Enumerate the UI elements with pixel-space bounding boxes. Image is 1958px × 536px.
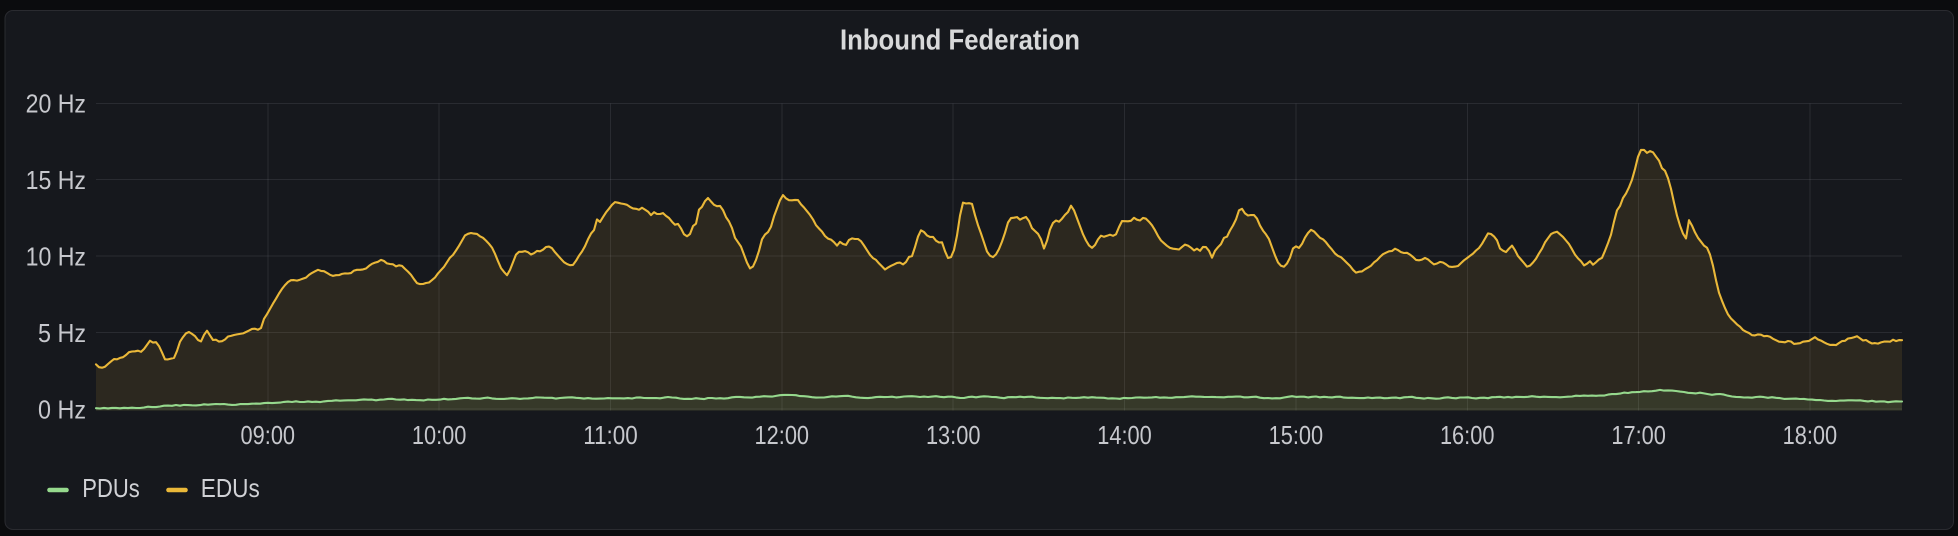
svg-text:15:00: 15:00 bbox=[1269, 420, 1324, 450]
svg-text:EDUs: EDUs bbox=[201, 473, 260, 503]
svg-text:10 Hz: 10 Hz bbox=[26, 241, 86, 271]
svg-text:Inbound Federation: Inbound Federation bbox=[840, 25, 1080, 57]
svg-text:15 Hz: 15 Hz bbox=[26, 165, 86, 195]
svg-text:5 Hz: 5 Hz bbox=[38, 318, 86, 348]
svg-text:13:00: 13:00 bbox=[926, 420, 981, 450]
svg-text:0 Hz: 0 Hz bbox=[38, 394, 86, 424]
svg-text:PDUs: PDUs bbox=[82, 473, 140, 503]
svg-text:12:00: 12:00 bbox=[755, 420, 810, 450]
svg-text:17:00: 17:00 bbox=[1611, 420, 1666, 450]
svg-text:18:00: 18:00 bbox=[1783, 420, 1838, 450]
svg-text:20 Hz: 20 Hz bbox=[26, 89, 86, 119]
svg-text:14:00: 14:00 bbox=[1097, 420, 1152, 450]
svg-text:10:00: 10:00 bbox=[412, 420, 467, 450]
svg-text:16:00: 16:00 bbox=[1440, 420, 1495, 450]
svg-text:09:00: 09:00 bbox=[241, 420, 296, 450]
svg-text:11:00: 11:00 bbox=[583, 420, 638, 450]
